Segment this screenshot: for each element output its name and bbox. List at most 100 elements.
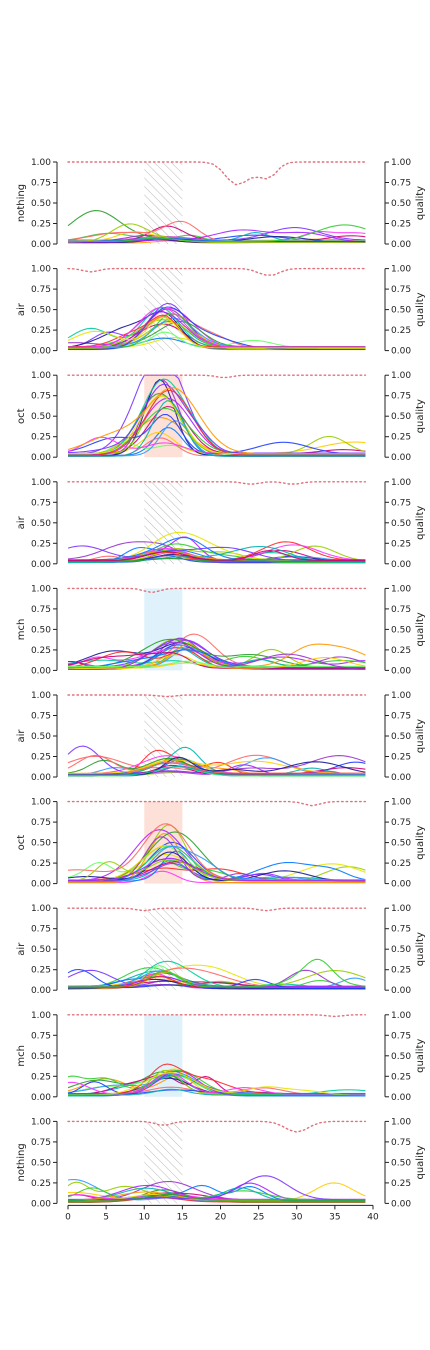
quality-axis-label: quality	[415, 825, 426, 859]
left-tick-label: 0.75	[31, 605, 51, 615]
left-tick-label: 1.00	[31, 158, 51, 168]
response-curve	[68, 550, 366, 561]
left-tick-label: 0.00	[31, 240, 51, 250]
right-tick-label: 0.75	[391, 1031, 411, 1041]
x-tick-label: 0	[65, 1212, 71, 1222]
x-tick-label: 40	[367, 1212, 379, 1222]
right-tick-label: 0.50	[391, 839, 411, 849]
response-curve	[68, 857, 366, 882]
right-tick-label: 0.25	[391, 539, 411, 549]
quality-line	[67, 161, 367, 186]
right-tick-label: 0.25	[391, 1072, 411, 1082]
panel-label: oct	[16, 835, 27, 851]
response-curve	[68, 845, 366, 883]
left-tick-label: 0.00	[31, 666, 51, 676]
x-tick-label: 25	[253, 1212, 264, 1222]
left-tick-label: 0.75	[31, 285, 51, 295]
x-tick-label: 30	[291, 1212, 303, 1222]
left-tick-label: 0.25	[31, 646, 51, 656]
response-curve	[68, 660, 366, 667]
right-tick-label: 0.75	[391, 605, 411, 615]
quality-axis-label: quality	[415, 1145, 426, 1179]
right-tick-label: 0.00	[391, 240, 411, 250]
right-tick-label: 0.75	[391, 712, 411, 722]
right-tick-label: 0.75	[391, 1138, 411, 1148]
right-tick-label: 1.00	[391, 584, 411, 594]
response-curve	[68, 1175, 366, 1201]
right-tick-label: 0.00	[391, 986, 411, 996]
panel-label: air	[16, 942, 27, 956]
right-tick-label: 0.00	[391, 453, 411, 463]
panel-label: mch	[16, 619, 27, 641]
response-curve	[68, 657, 366, 669]
quality-line	[67, 587, 367, 594]
response-curve	[67, 316, 366, 349]
left-tick-label: 0.75	[31, 179, 51, 189]
right-tick-label: 0.00	[391, 347, 411, 357]
quality-axis-label: quality	[415, 1039, 426, 1073]
right-tick-label: 0.00	[391, 560, 411, 570]
panel-6: 0.00 0.00 0.25 0.25 0.50 0.50 0.75 0.75 1.00 1.00…	[16, 691, 426, 783]
response-curve	[68, 229, 366, 243]
left-tick-label: 0.00	[31, 880, 51, 890]
quality-line	[67, 1120, 367, 1133]
panel-7: 0.00 0.00 0.25 0.25 0.50 0.50 0.75 0.75 1.00 1.00…	[16, 798, 426, 890]
panel-label: nothing	[16, 1143, 27, 1181]
panel-label: air	[16, 515, 27, 529]
left-tick-label: 0.25	[31, 1179, 51, 1189]
quality-line	[67, 800, 367, 807]
quality-axis-label: quality	[415, 399, 426, 433]
left-tick-label: 0.50	[31, 519, 51, 529]
panel-2: 0.00 0.00 0.25 0.25 0.50 0.50 0.75 0.75 1.00 1.00…	[16, 265, 426, 357]
response-curve	[68, 400, 366, 457]
right-tick-label: 1.00	[391, 904, 411, 914]
right-tick-label: 1.00	[391, 1117, 411, 1127]
stimulus-window-hatched	[144, 162, 183, 244]
right-tick-label: 0.25	[391, 753, 411, 763]
response-curve	[67, 1187, 366, 1202]
x-tick-label: 35	[329, 1212, 340, 1222]
response-curve	[68, 829, 366, 881]
left-tick-label: 0.50	[31, 306, 51, 316]
right-tick-label: 0.75	[391, 818, 411, 828]
right-tick-label: 1.00	[391, 158, 411, 168]
response-curve	[67, 754, 366, 774]
left-tick-label: 1.00	[31, 1117, 51, 1127]
left-tick-label: 1.00	[31, 265, 51, 275]
right-tick-label: 1.00	[391, 371, 411, 381]
response-curve	[68, 766, 366, 776]
response-curve	[67, 302, 366, 348]
response-curve	[68, 844, 366, 883]
panel-9: 0.00 0.00 0.25 0.25 0.50 0.50 0.75 0.75 1.00 1.00…	[16, 1011, 426, 1103]
right-tick-label: 0.75	[391, 179, 411, 189]
response-curve	[68, 755, 366, 775]
response-curve	[67, 387, 366, 455]
left-tick-label: 0.50	[31, 1158, 51, 1168]
response-curve	[67, 223, 366, 244]
left-tick-label: 1.00	[31, 478, 51, 488]
left-tick-label: 0.50	[31, 839, 51, 849]
left-tick-label: 0.25	[31, 753, 51, 763]
response-curve	[67, 210, 366, 242]
quality-line	[67, 481, 367, 486]
left-tick-label: 0.00	[31, 773, 51, 783]
panel-3: 0.00 0.00 0.25 0.25 0.50 0.50 0.75 0.75 1.00 1.00…	[16, 371, 426, 463]
response-curve	[68, 975, 366, 989]
panel-label: air	[16, 302, 27, 316]
right-tick-label: 0.25	[391, 966, 411, 976]
left-tick-label: 0.00	[31, 347, 51, 357]
response-curve	[68, 389, 366, 457]
right-tick-label: 1.00	[391, 1011, 411, 1021]
panel-label: mch	[16, 1045, 27, 1067]
left-tick-label: 0.00	[31, 986, 51, 996]
quality-line	[67, 267, 367, 276]
response-curve	[68, 1072, 366, 1096]
quality-line	[67, 694, 367, 698]
panel-10: 0.00 0.00 0.25 0.25 0.50 0.50 0.75 0.75 1.00 1.00…	[16, 1117, 426, 1222]
right-tick-label: 0.50	[391, 1158, 411, 1168]
panel-8: 0.00 0.00 0.25 0.25 0.50 0.50 0.75 0.75 1.00 1.00…	[16, 904, 426, 996]
panel-1: 0.00 0.00 0.25 0.25 0.50 0.50 0.75 0.75 1.00 1.00…	[16, 158, 426, 250]
response-curve	[68, 558, 366, 562]
left-tick-label: 0.25	[31, 326, 51, 336]
